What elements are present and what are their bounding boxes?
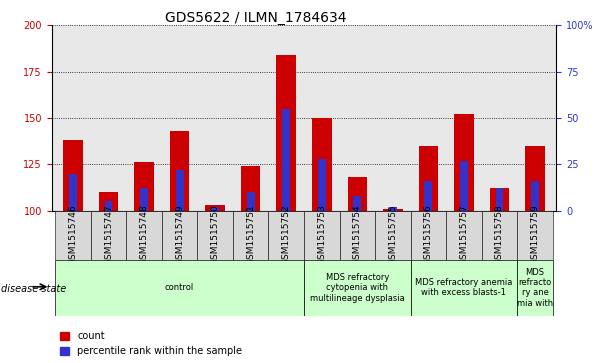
- Text: GSM1515749: GSM1515749: [175, 205, 184, 265]
- Text: GSM1515746: GSM1515746: [69, 205, 77, 265]
- Text: MDS refractory
cytopenia with
multilineage dysplasia: MDS refractory cytopenia with multilinea…: [310, 273, 405, 303]
- FancyBboxPatch shape: [375, 211, 410, 260]
- Bar: [424, 181, 432, 211]
- FancyBboxPatch shape: [410, 211, 446, 260]
- Bar: [105, 201, 112, 211]
- FancyBboxPatch shape: [233, 211, 269, 260]
- FancyBboxPatch shape: [517, 211, 553, 260]
- Bar: [496, 188, 503, 211]
- Bar: [140, 188, 148, 211]
- FancyBboxPatch shape: [269, 211, 304, 260]
- FancyBboxPatch shape: [55, 211, 91, 260]
- Bar: [63, 140, 83, 211]
- FancyBboxPatch shape: [339, 211, 375, 260]
- Text: MDS refractory anemia
with excess blasts-1: MDS refractory anemia with excess blasts…: [415, 278, 513, 297]
- Bar: [531, 181, 539, 211]
- Legend: count, percentile rank within the sample: count, percentile rank within the sample: [60, 331, 242, 356]
- Text: GSM1515750: GSM1515750: [210, 205, 219, 265]
- Text: GSM1515754: GSM1515754: [353, 205, 362, 265]
- Bar: [383, 209, 402, 211]
- FancyBboxPatch shape: [482, 211, 517, 260]
- FancyBboxPatch shape: [304, 260, 410, 316]
- Bar: [69, 174, 77, 211]
- Bar: [454, 114, 474, 211]
- Text: GSM1515756: GSM1515756: [424, 205, 433, 265]
- Text: GSM1515755: GSM1515755: [389, 205, 398, 265]
- Bar: [318, 159, 326, 211]
- Bar: [348, 177, 367, 211]
- Text: GSM1515758: GSM1515758: [495, 205, 504, 265]
- Text: GDS5622 / ILMN_1784634: GDS5622 / ILMN_1784634: [165, 11, 346, 25]
- Text: GSM1515752: GSM1515752: [282, 205, 291, 265]
- FancyBboxPatch shape: [91, 211, 126, 260]
- FancyBboxPatch shape: [198, 211, 233, 260]
- Bar: [134, 162, 154, 211]
- Bar: [211, 207, 219, 211]
- Text: GSM1515748: GSM1515748: [140, 205, 148, 265]
- Text: GSM1515757: GSM1515757: [460, 205, 468, 265]
- Text: control: control: [165, 283, 194, 292]
- Text: disease state: disease state: [1, 284, 66, 294]
- FancyBboxPatch shape: [55, 260, 304, 316]
- Bar: [389, 207, 397, 211]
- Bar: [206, 205, 225, 211]
- Bar: [282, 109, 290, 211]
- Bar: [419, 146, 438, 211]
- FancyBboxPatch shape: [304, 211, 339, 260]
- FancyBboxPatch shape: [446, 211, 482, 260]
- Text: GSM1515747: GSM1515747: [104, 205, 113, 265]
- Text: GSM1515759: GSM1515759: [531, 205, 539, 265]
- Bar: [277, 55, 296, 211]
- Bar: [460, 160, 468, 211]
- FancyBboxPatch shape: [517, 260, 553, 316]
- Bar: [489, 188, 510, 211]
- Text: MDS
refracto
ry ane
mia with: MDS refracto ry ane mia with: [517, 268, 553, 308]
- Bar: [312, 118, 331, 211]
- FancyBboxPatch shape: [162, 211, 198, 260]
- Bar: [241, 166, 260, 211]
- Bar: [176, 170, 184, 211]
- FancyBboxPatch shape: [410, 260, 517, 316]
- Bar: [353, 196, 361, 211]
- Text: GSM1515753: GSM1515753: [317, 205, 326, 265]
- Bar: [98, 192, 119, 211]
- Text: GSM1515751: GSM1515751: [246, 205, 255, 265]
- Bar: [525, 146, 545, 211]
- FancyBboxPatch shape: [126, 211, 162, 260]
- Bar: [247, 192, 255, 211]
- Bar: [170, 131, 189, 211]
